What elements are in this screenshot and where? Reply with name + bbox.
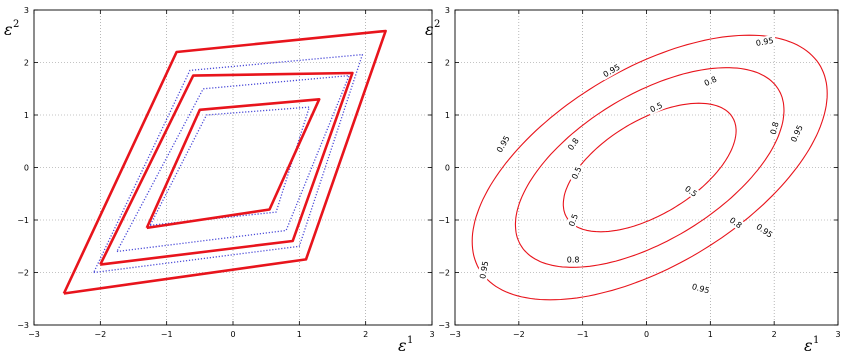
contour-label: 0.8 bbox=[700, 72, 721, 90]
axes-frame bbox=[33, 9, 433, 326]
y-axis-label-sup: 2 bbox=[434, 19, 440, 30]
contour-label-bg bbox=[599, 60, 624, 81]
contour-label-bg bbox=[726, 213, 746, 232]
contour-level-0.8 bbox=[514, 67, 785, 268]
contour-label-bg bbox=[787, 121, 806, 146]
plot-data bbox=[62, 29, 387, 295]
contour-label-bg bbox=[564, 134, 583, 154]
contour-label-bg bbox=[565, 210, 581, 230]
contour-label-bg bbox=[493, 131, 513, 156]
contour-label: 0.95 bbox=[599, 60, 624, 81]
plot-panel-2: −3 −2 −1 0 1 2 3−3−2−101230.950.950.950.950.95… bbox=[425, 6, 841, 355]
contour-label: 0.95 bbox=[688, 280, 713, 296]
y-tick-label: 3 bbox=[24, 6, 29, 15]
axes-frame bbox=[454, 9, 839, 326]
contour-label-bg bbox=[646, 98, 666, 116]
contour-label-bg bbox=[476, 258, 491, 282]
contour-label: 0.95 bbox=[476, 258, 491, 282]
contour-label: 0.95 bbox=[752, 34, 777, 49]
contour-label-bg bbox=[752, 34, 777, 49]
contour-label: 0.8 bbox=[564, 134, 583, 154]
y-axis-label: ε bbox=[425, 20, 434, 39]
y-tick-label: −2 bbox=[17, 269, 29, 278]
x-tick-label: 3 bbox=[429, 330, 434, 339]
y-tick-label: 1 bbox=[445, 111, 450, 120]
x-tick-label: −2 bbox=[513, 330, 525, 339]
series-line-1 bbox=[62, 29, 387, 295]
contour-label-bg bbox=[700, 72, 721, 90]
contour-label-bg bbox=[752, 220, 777, 241]
x-tick-label: 2 bbox=[363, 330, 368, 339]
series-line-2 bbox=[93, 53, 364, 274]
contour-label-text: 0.8 bbox=[769, 121, 781, 136]
contour-label: 0.95 bbox=[493, 131, 513, 156]
y-tick-label: −3 bbox=[438, 321, 450, 330]
x-tick-label: −1 bbox=[577, 330, 589, 339]
x-axis-label: ε bbox=[804, 336, 813, 355]
contour-label: 0.5 bbox=[565, 210, 581, 230]
contour-label-bg bbox=[681, 182, 702, 201]
y-tick-label: 0 bbox=[24, 164, 29, 173]
x-tick-label: 0 bbox=[230, 330, 235, 339]
contour-label-text: 0.5 bbox=[567, 213, 580, 228]
series-line-3 bbox=[99, 71, 354, 266]
x-tick-label: 0 bbox=[644, 330, 649, 339]
x-tick-label: 2 bbox=[772, 330, 777, 339]
contour-label-bg bbox=[564, 254, 582, 265]
y-axis-label: ε bbox=[4, 20, 13, 39]
x-tick-label: −1 bbox=[161, 330, 173, 339]
contour-label: 0.8 bbox=[726, 213, 746, 232]
contour-label: 0.5 bbox=[681, 182, 702, 201]
y-tick-label: 1 bbox=[24, 111, 29, 120]
contour-label-text: 0.95 bbox=[789, 124, 805, 144]
y-tick-label: −2 bbox=[438, 269, 450, 278]
contour-label-bg bbox=[568, 162, 585, 183]
y-tick-label: 2 bbox=[24, 59, 29, 68]
x-tick-label: 1 bbox=[708, 330, 713, 339]
x-tick-label: 3 bbox=[835, 330, 840, 339]
y-tick-label: 3 bbox=[445, 6, 450, 15]
contour-label: 0.8 bbox=[564, 254, 582, 265]
x-tick-label: −3 bbox=[28, 330, 40, 339]
x-axis-label-sup: 1 bbox=[407, 335, 413, 346]
contour-label: 0.5 bbox=[646, 98, 666, 116]
contour-label-bg bbox=[767, 118, 782, 138]
contour-label: 0.95 bbox=[752, 220, 777, 241]
y-tick-label: 0 bbox=[445, 164, 450, 173]
x-tick-label: −3 bbox=[449, 330, 461, 339]
contour-label-text: 0.95 bbox=[755, 36, 774, 48]
contour-label-text: 0.8 bbox=[567, 255, 580, 264]
y-tick-label: 2 bbox=[445, 59, 450, 68]
series-line-5 bbox=[149, 106, 310, 226]
x-tick-label: −2 bbox=[94, 330, 106, 339]
contour-label: 0.95 bbox=[787, 121, 806, 146]
contour-label-text: 0.95 bbox=[691, 282, 711, 295]
x-axis-label-sup: 1 bbox=[813, 335, 819, 346]
contour-level-0.95 bbox=[471, 34, 828, 301]
contour-label-text: 0.95 bbox=[478, 260, 490, 279]
contour-label: 0.8 bbox=[767, 118, 782, 138]
y-axis-label-sup: 2 bbox=[13, 19, 19, 30]
y-tick-label: −1 bbox=[17, 216, 29, 225]
contour-label-bg bbox=[688, 280, 713, 296]
x-axis-label: ε bbox=[398, 336, 407, 355]
series-line-6 bbox=[145, 98, 321, 230]
y-tick-label: −3 bbox=[17, 321, 29, 330]
x-tick-label: 1 bbox=[297, 330, 302, 339]
plot-data: 0.95 0.95 0.95 0.95 0.95 0.95 0.95 0.8 0.8 0.8 0.8… bbox=[471, 34, 828, 301]
y-tick-label: −1 bbox=[438, 216, 450, 225]
